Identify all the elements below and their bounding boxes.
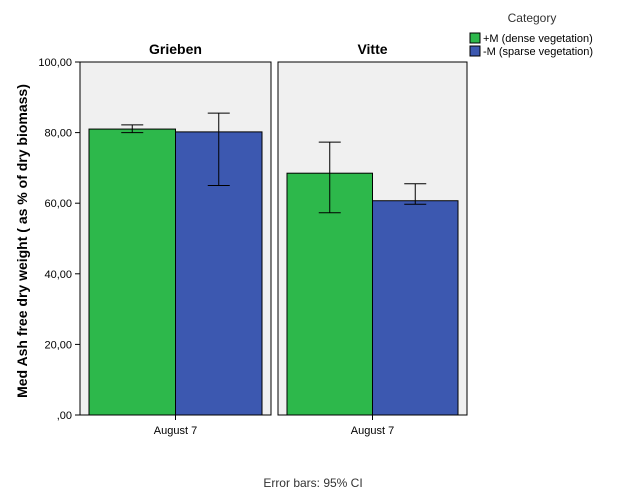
x-tick-label: August 7 xyxy=(351,425,394,437)
legend-swatch xyxy=(469,32,481,44)
legend-title: Category xyxy=(508,11,557,25)
x-tick-label: August 7 xyxy=(154,425,197,437)
legend-swatch xyxy=(469,45,481,57)
y-axis-label: Med Ash free dry weight ( as % of dry bi… xyxy=(14,84,30,398)
legend-entries: +M (dense vegetation)-M (sparse vegetati… xyxy=(469,32,593,58)
y-axis: ,00 20,00 40,00 60,00 80,00 100,00 xyxy=(38,57,80,422)
legend: Category +M (dense vegetation)-M (sparse… xyxy=(469,11,593,58)
panel-1: Vitte August 7 xyxy=(277,41,468,437)
legend-label: +M (dense vegetation) xyxy=(483,33,593,45)
panel-0: Grieben August 7 xyxy=(79,41,272,437)
footnote: Error bars: 95% CI xyxy=(263,476,362,490)
y-tick-label: 100,00 xyxy=(38,57,72,69)
panel-title: Vitte xyxy=(357,41,387,57)
bar xyxy=(286,172,373,416)
bar xyxy=(372,200,459,416)
y-tick-label: 80,00 xyxy=(44,128,72,140)
legend-label: -M (sparse vegetation) xyxy=(483,46,593,58)
y-tick-label: ,00 xyxy=(57,410,72,422)
bar xyxy=(88,128,176,416)
y-tick-label: 20,00 xyxy=(44,339,72,351)
panels: Grieben August 7 Vitte August 7 xyxy=(79,41,468,437)
y-tick-label: 60,00 xyxy=(44,198,72,210)
y-tick-label: 40,00 xyxy=(44,269,72,281)
panel-title: Grieben xyxy=(149,41,202,57)
